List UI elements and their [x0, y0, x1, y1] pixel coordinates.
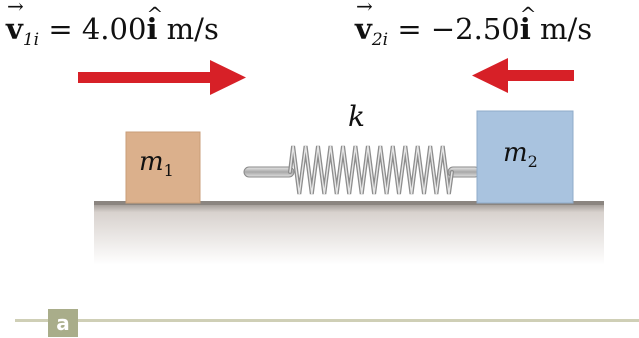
- velocity-arrow-1: [78, 60, 246, 95]
- velocity-label-2: → v2i = −2.50 ^ i m/s: [355, 0, 593, 50]
- panel-divider: [15, 319, 639, 322]
- block-m2: [476, 110, 574, 204]
- spring-constant-label: k: [348, 100, 365, 133]
- velocity-arrow-2: [472, 58, 574, 93]
- panel-label-badge: a: [48, 309, 78, 337]
- block-m1: [125, 131, 201, 204]
- block-m2-label: m2: [503, 138, 538, 171]
- floor: [94, 201, 604, 265]
- spring: [243, 145, 481, 195]
- block-m1-label: m1: [139, 147, 174, 180]
- velocity-label-1: → v1i = 4.00 ^ i m/s: [6, 0, 219, 50]
